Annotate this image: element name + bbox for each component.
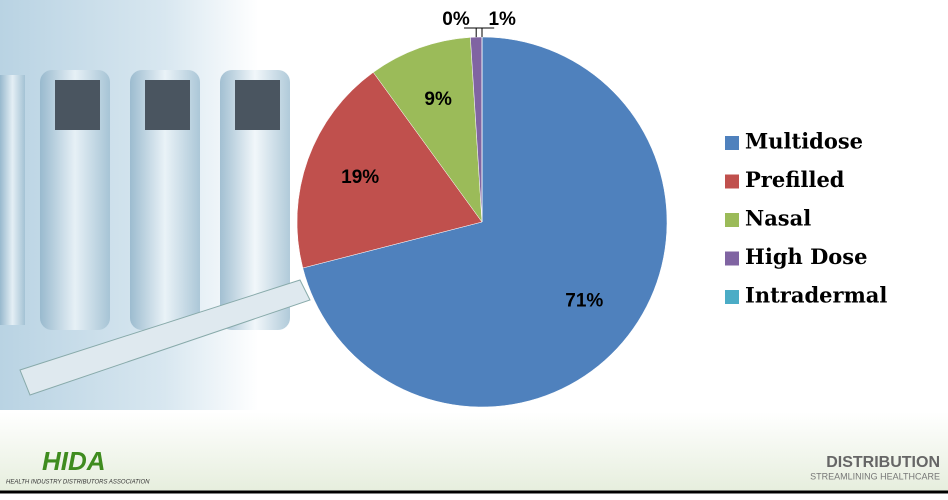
data-label: 71%: [565, 290, 603, 311]
pie-slice: [296, 71, 483, 269]
legend-label: Nasal: [745, 206, 811, 231]
legend-label: Intradermal: [745, 283, 887, 308]
legend-swatch: [725, 251, 739, 266]
legend-swatch: [725, 174, 739, 189]
chart: 71% 19% 9% 1% 0% Multidose Prefilled Nasal High …: [296, 9, 887, 408]
footer-logo: HIDA: [42, 446, 106, 476]
data-label: 1%: [488, 9, 516, 30]
pie-slice: [372, 37, 483, 223]
legend-swatch: [725, 213, 739, 227]
footer-tagline: STREAMLINING HEALTHCARE: [810, 471, 940, 481]
legend-swatch: [725, 290, 739, 304]
data-label: 19%: [341, 167, 379, 188]
legend-label: Multidose: [745, 129, 863, 154]
footer-brand: DISTRIBUTION: [826, 454, 940, 471]
footer: HIDA HEALTH INDUSTRY DISTRIBUTORS ASSOCI…: [0, 412, 948, 494]
leader-line: [464, 27, 483, 37]
legend-label: Prefilled: [745, 167, 845, 192]
data-label: 9%: [424, 89, 452, 110]
legend-label: High Dose: [745, 244, 867, 269]
footer-association: HEALTH INDUSTRY DISTRIBUTORS ASSOCIATION: [6, 480, 150, 486]
pie-slice: [302, 36, 668, 408]
legend-swatch: [725, 136, 739, 150]
data-label: 0%: [442, 9, 470, 30]
